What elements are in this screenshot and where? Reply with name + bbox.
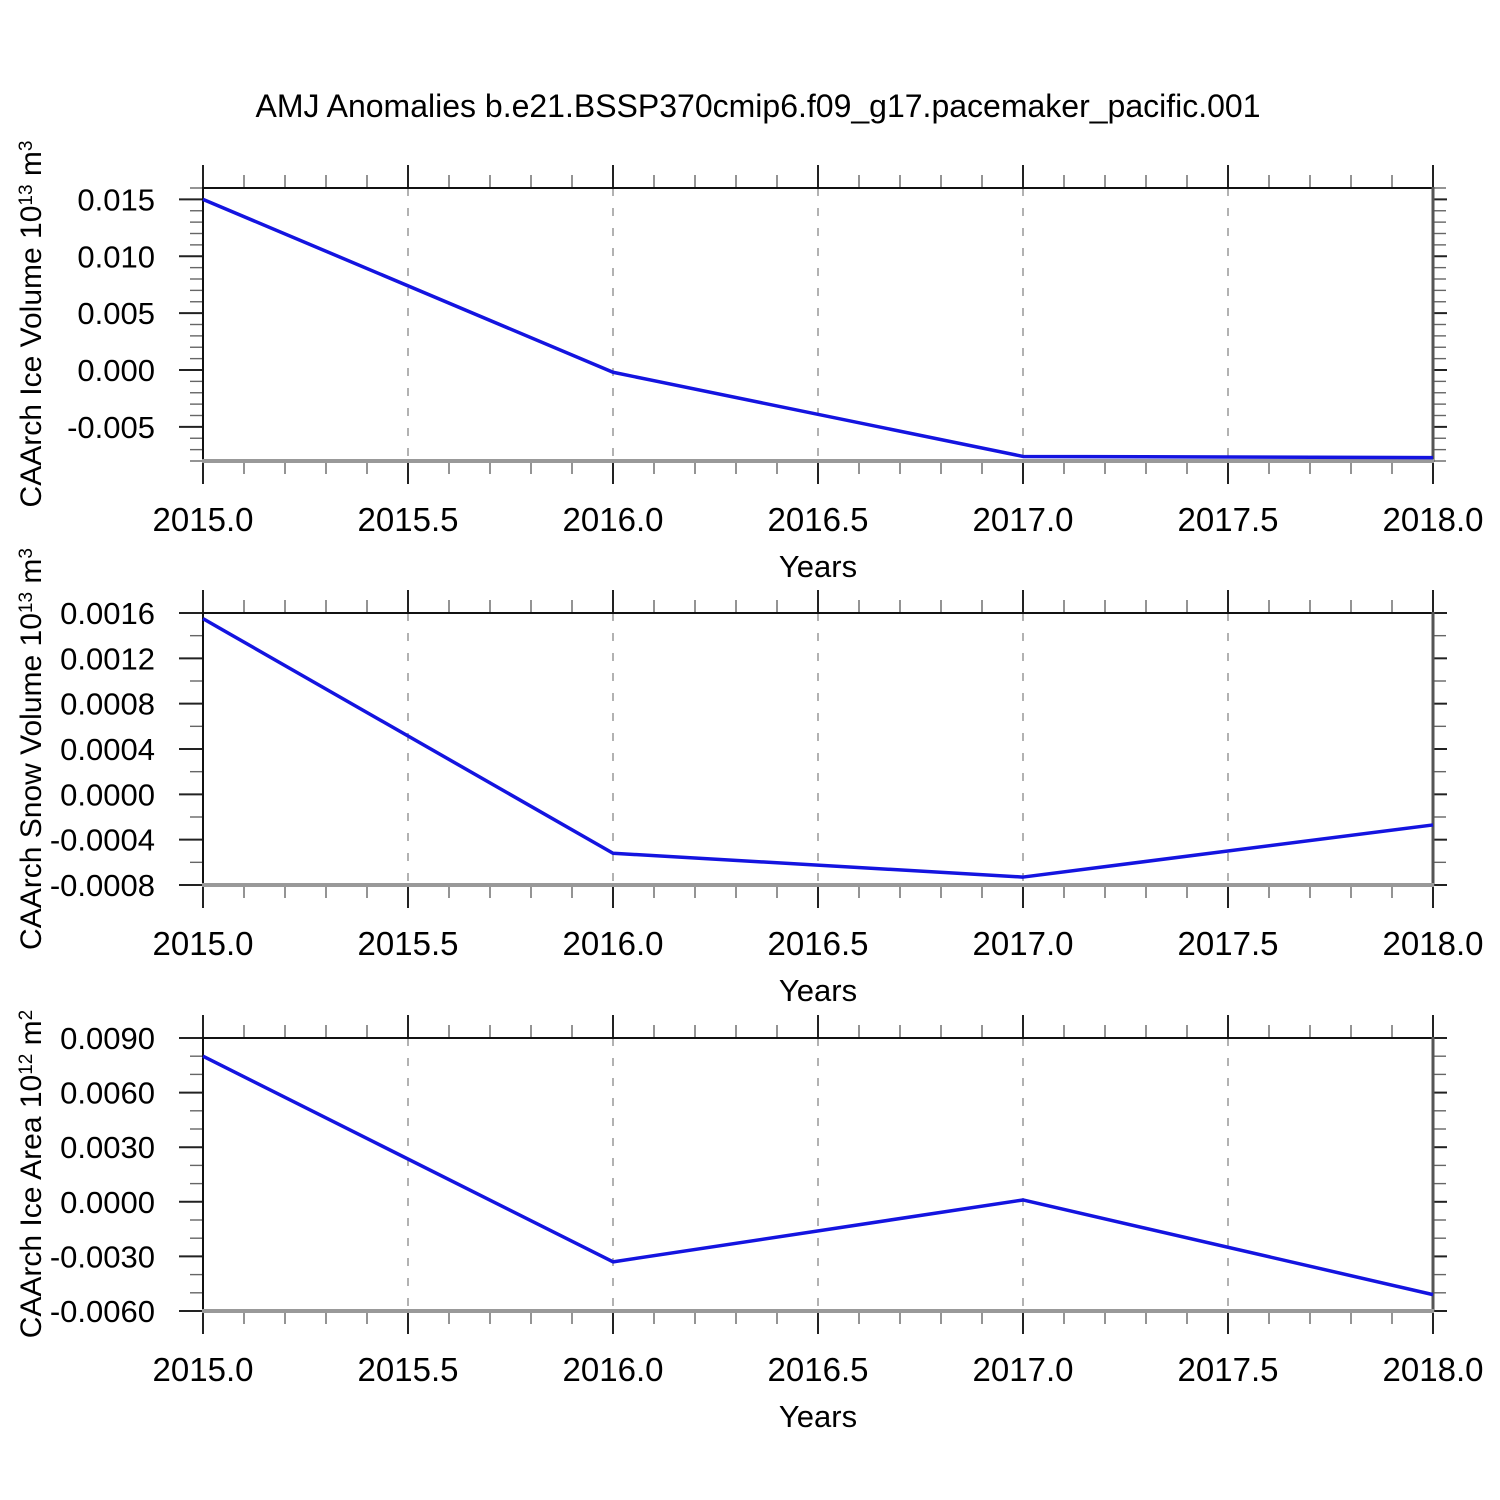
x-tick-label: 2016.5: [768, 925, 869, 962]
x-tick-label: 2015.0: [153, 501, 254, 538]
y-tick-label: 0.0060: [60, 1076, 155, 1111]
y-tick-label: 0.0012: [60, 641, 155, 676]
y-tick-label: 0.0016: [60, 596, 155, 631]
x-axis-title-text: Years: [778, 1399, 858, 1434]
y-tick-label: 0.0004: [60, 732, 155, 767]
x-tick-label: 2017.0: [973, 925, 1074, 962]
series-line-ice-volume: [202, 197, 1434, 460]
y-tick-label: 0.015: [77, 182, 155, 217]
x-tick-label: 2018.0: [1383, 501, 1484, 538]
y-tick-label: 0.0030: [60, 1130, 155, 1165]
x-tick-label: 2015.5: [358, 925, 459, 962]
x-tick-label: 2018.0: [1383, 925, 1484, 962]
y-tick-label: -0.0030: [50, 1239, 155, 1274]
x-tick-label: 2017.5: [1178, 501, 1279, 538]
y-tick-label: 0.0000: [60, 777, 155, 812]
x-tick-label: 2018.0: [1383, 1351, 1484, 1388]
figure-title: AMJ Anomalies b.e21.BSSP370cmip6.f09_g17…: [255, 88, 1261, 124]
x-tick-label: 2016.0: [563, 501, 664, 538]
panel-ice-area: 0.0090 0.0060 0.0030 0.0000 -0.0030 -0.0060 20…: [50, 1015, 1484, 1388]
y-tick-label: 0.0090: [60, 1021, 155, 1056]
panel-ice-volume: 0.015 0.010 0.005 0.000 -0.005 2015.0 2015.5 20…: [67, 165, 1483, 538]
x-tick-label: 2015.5: [358, 501, 459, 538]
y-tick-label: 0.0000: [60, 1185, 155, 1220]
x-tick-label: 2015.0: [153, 1351, 254, 1388]
x-tick-label: 2016.0: [563, 1351, 664, 1388]
x-tick-label: 2017.0: [973, 501, 1074, 538]
y-tick-label: 0.0008: [60, 687, 155, 722]
x-tick-label: 2015.5: [358, 1351, 459, 1388]
y-tick-label: 0.005: [77, 296, 155, 331]
panel-snow-volume: 0.0016 0.0012 0.0008 0.0004 0.0000 -0.0004 -0.…: [50, 590, 1484, 962]
x-axis-title-text: Years: [778, 549, 858, 584]
y-axis-title-text: CAArch Snow Volume 1013 m3: [15, 548, 48, 950]
y-tick-label: -0.005: [67, 410, 155, 445]
y-tick-label: -0.0004: [50, 823, 155, 858]
x-tick-label: 2016.0: [563, 925, 664, 962]
series-line-snow-volume: [202, 617, 1434, 879]
x-tick-label: 2015.0: [153, 925, 254, 962]
x-tick-label: 2017.5: [1178, 1351, 1279, 1388]
y-tick-label: 0.010: [77, 239, 155, 274]
y-tick-label: 0.000: [77, 353, 155, 388]
y-tick-label: -0.0060: [50, 1294, 155, 1329]
series-line-ice-area: [202, 1054, 1434, 1297]
y-axis-title-text: CAArch Ice Volume 1013 m3: [15, 140, 48, 508]
x-tick-label: 2016.5: [768, 1351, 869, 1388]
x-tick-label: 2017.5: [1178, 925, 1279, 962]
x-tick-label: 2017.0: [973, 1351, 1074, 1388]
y-tick-label: -0.0008: [50, 868, 155, 903]
x-tick-label: 2016.5: [768, 501, 869, 538]
y-axis-title-text: CAArch Ice Area 1012 m2: [15, 1009, 48, 1339]
x-axis-title-text: Years: [778, 973, 858, 1008]
